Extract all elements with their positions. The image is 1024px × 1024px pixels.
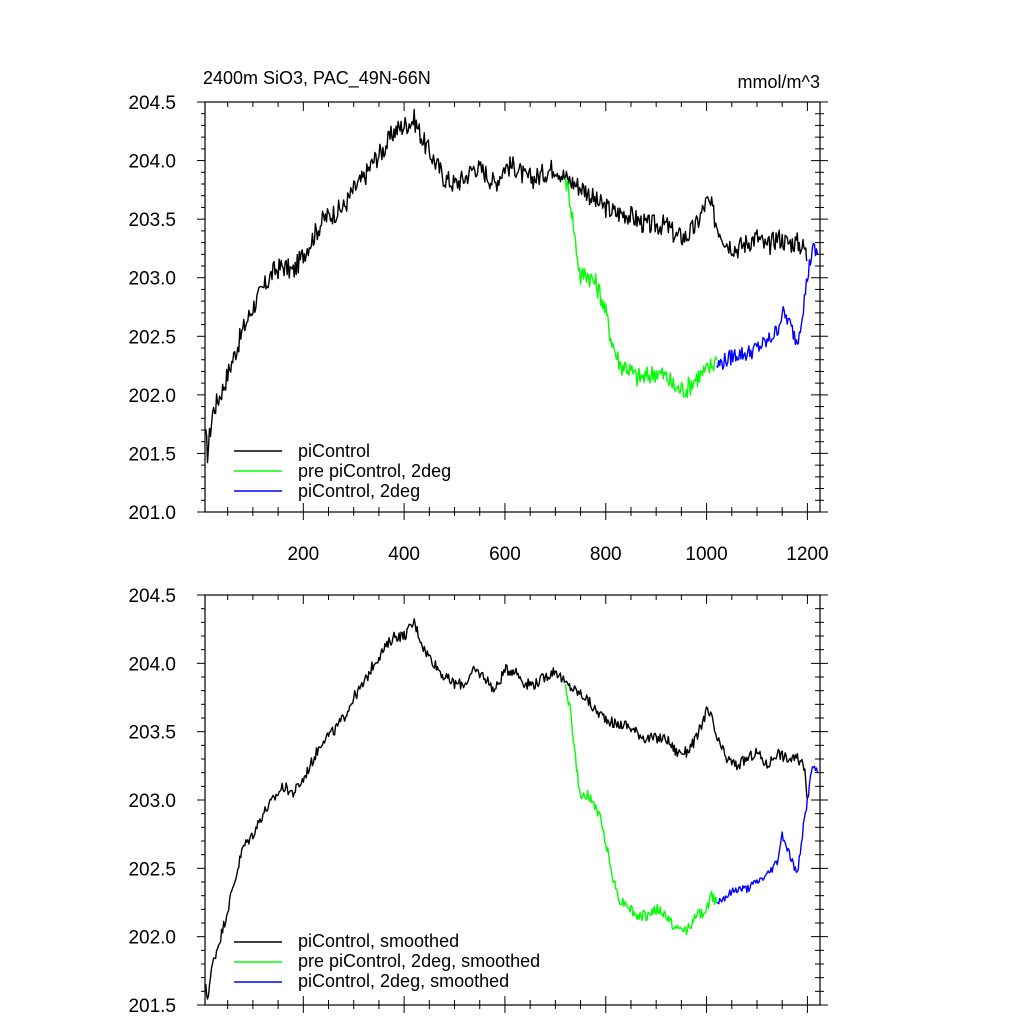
top-x-tick-label: 800 <box>590 544 622 565</box>
legend-label: piControl <box>298 441 370 461</box>
bottom-plot-frame <box>204 594 821 1006</box>
legend-label: piControl, smoothed <box>298 931 459 951</box>
bottom-y-tick-label: 203.5 <box>128 723 176 744</box>
bottom-y-tick-label: 204.5 <box>128 586 176 607</box>
bottom-panel: 201.5 202.0 202.5 203.0 203.5 204.0 204.… <box>128 586 828 1017</box>
top-x-tick-label: 400 <box>388 544 420 565</box>
top-panel: 2400m SiO3, PAC_49N-66N mmol/m^3 201.0 2… <box>128 68 828 565</box>
top-x-tick-label: 200 <box>287 544 319 565</box>
top-y-tick-label: 202.5 <box>128 327 176 348</box>
bottom-y-tick-label: 202.0 <box>128 928 176 949</box>
legend-label: pre piControl, 2deg, smoothed <box>298 951 540 971</box>
bottom-y-tick-label: 201.5 <box>128 996 176 1017</box>
top-x-tick-label: 1000 <box>685 544 727 565</box>
top-y-tick-label: 204.0 <box>128 152 176 173</box>
top-x-tick-labels: 200 400 600 800 1000 1200 <box>287 544 828 565</box>
bottom-series-picontrol-smoothed <box>205 618 809 1000</box>
bottom-y-tick-label: 203.0 <box>128 791 176 812</box>
top-series-pre-picontrol-2deg <box>564 178 718 398</box>
top-legend: piControl pre piControl, 2deg piControl,… <box>234 441 451 501</box>
top-y-tick-label: 204.5 <box>128 93 176 114</box>
top-series-group <box>204 108 819 464</box>
top-y-tick-labels: 201.0 201.5 202.0 202.5 203.0 203.5 204.… <box>128 93 176 524</box>
top-y-tick-label: 203.5 <box>128 210 176 231</box>
bottom-series-picontrol-2deg-smoothed <box>716 765 819 905</box>
bottom-y-tick-label: 204.0 <box>128 654 176 675</box>
top-series-picontrol <box>204 108 808 464</box>
top-y-tick-label: 202.0 <box>128 386 176 407</box>
bottom-series-pre-picontrol-2deg-smoothed <box>564 683 718 936</box>
top-x-tick-label: 1200 <box>786 544 828 565</box>
top-title-right: mmol/m^3 <box>738 72 820 92</box>
top-title-left: 2400m SiO3, PAC_49N-66N <box>203 68 431 89</box>
top-y-tick-label: 201.0 <box>128 503 176 524</box>
legend-label: piControl, 2deg, smoothed <box>298 971 509 991</box>
bottom-y-tick-labels: 201.5 202.0 202.5 203.0 203.5 204.0 204.… <box>128 586 176 1017</box>
top-plot-frame <box>204 101 821 513</box>
top-x-tick-label: 600 <box>489 544 521 565</box>
top-y-tick-label: 201.5 <box>128 444 176 465</box>
top-y-tick-label: 203.0 <box>128 269 176 290</box>
legend-label: pre piControl, 2deg <box>298 461 451 481</box>
top-series-picontrol-2deg <box>716 242 819 370</box>
bottom-series-group <box>205 618 819 1000</box>
bottom-y-tick-label: 202.5 <box>128 859 176 880</box>
bottom-legend: piControl, smoothed pre piControl, 2deg,… <box>234 931 540 991</box>
legend-label: piControl, 2deg <box>298 481 420 501</box>
